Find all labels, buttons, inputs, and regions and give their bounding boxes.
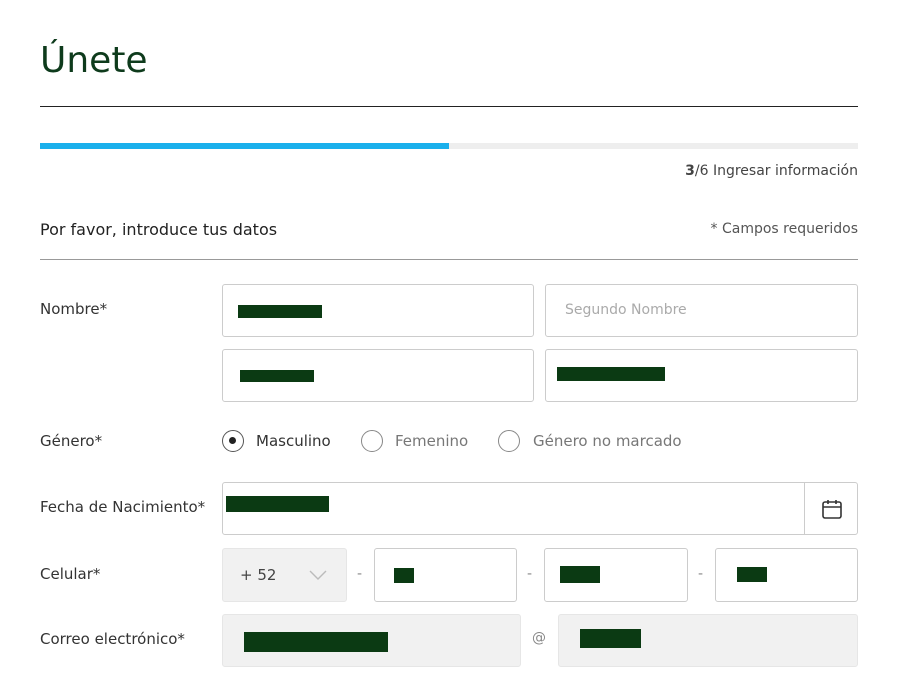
page-title: Únete <box>40 40 148 81</box>
second-last-name-input[interactable] <box>545 349 858 402</box>
redaction <box>238 305 322 318</box>
separator: - <box>357 566 363 582</box>
title-rule <box>40 106 858 107</box>
progress-step: 3 <box>685 163 695 179</box>
redaction <box>394 568 414 583</box>
radio[interactable] <box>361 430 383 452</box>
required-note: * Campos requeridos <box>710 221 858 237</box>
progress-track <box>40 143 858 149</box>
redaction <box>580 629 641 648</box>
progress-bar <box>40 143 449 149</box>
email-label: Correo electrónico* <box>40 630 185 648</box>
redaction <box>737 567 767 582</box>
phone-label: Celular* <box>40 565 101 583</box>
gender-option: Masculino <box>256 432 331 450</box>
progress-label: Ingresar información <box>712 163 858 179</box>
gender-option: Género no marcado <box>533 432 682 450</box>
redaction <box>244 632 388 652</box>
section-title: Por favor, introduce tus datos <box>40 220 278 239</box>
section-rule <box>40 259 858 260</box>
progress-text: 3/6 Ingresar información <box>685 163 858 179</box>
redaction <box>240 370 314 382</box>
radio-dot <box>229 437 236 444</box>
name-label: Nombre* <box>40 300 108 318</box>
chevron <box>309 570 327 580</box>
calendar-icon[interactable] <box>821 498 843 520</box>
progress-separator: / <box>694 163 700 179</box>
birth-date-label: Fecha de Nacimiento* <box>40 498 206 516</box>
middle-name-input[interactable]: Segundo Nombre <box>545 284 858 337</box>
gender-option: Femenino <box>395 432 469 450</box>
country-code-select[interactable]: + 52 <box>222 548 347 602</box>
placeholder: Segundo Nombre <box>565 302 687 318</box>
redaction <box>226 496 329 512</box>
redaction <box>557 367 665 381</box>
separator: - <box>527 566 533 582</box>
separator: - <box>698 566 704 582</box>
radio[interactable] <box>498 430 520 452</box>
gender-label: Género* <box>40 432 103 450</box>
divider <box>804 483 805 534</box>
radio-selected[interactable] <box>222 430 244 452</box>
progress-total: 6 <box>699 163 709 179</box>
redaction <box>560 566 600 583</box>
at-sign: @ <box>532 630 546 646</box>
country-code: + 52 <box>240 566 277 584</box>
